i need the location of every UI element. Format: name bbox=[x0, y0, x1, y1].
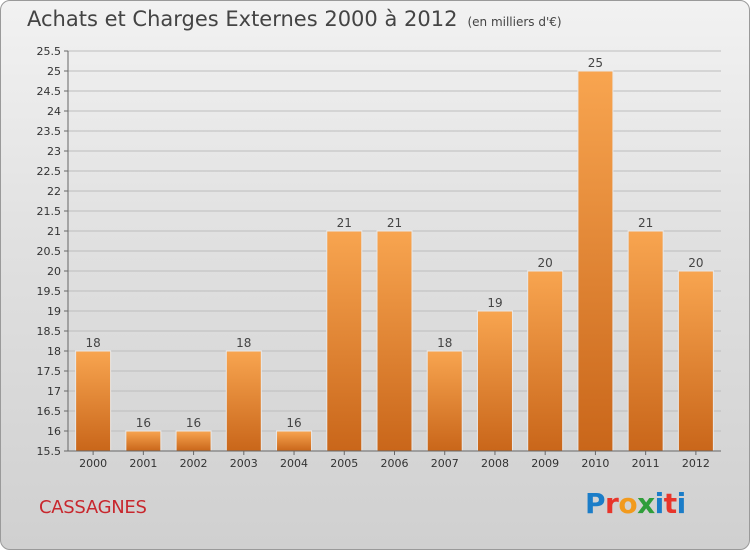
commune-name: CASSAGNES bbox=[39, 497, 147, 518]
labels: 15.5 16 16.5 17 17.5 18 18.5 19 19.5 20 20.5 21 21.5… bbox=[37, 45, 710, 470]
y-tick-label: 18.5 bbox=[37, 325, 62, 338]
x-tick-label: 2008 bbox=[481, 457, 509, 470]
bar bbox=[75, 350, 112, 452]
y-tick-label: 22 bbox=[47, 185, 61, 198]
bar-value-label: 21 bbox=[387, 216, 402, 230]
y-tick-label: 23 bbox=[47, 145, 61, 158]
x-tick-label: 2000 bbox=[79, 457, 107, 470]
logo-letter: t bbox=[663, 487, 677, 520]
bar bbox=[326, 230, 363, 452]
logo-letter: x bbox=[637, 487, 655, 520]
y-tick-label: 25 bbox=[47, 65, 61, 78]
y-tick-label: 16.5 bbox=[37, 405, 62, 418]
bar bbox=[677, 270, 714, 452]
x-tick-label: 2009 bbox=[531, 457, 559, 470]
y-tick-label: 19.5 bbox=[37, 285, 62, 298]
logo-letter: P bbox=[585, 487, 606, 520]
bar bbox=[476, 310, 513, 452]
x-tick-label: 2011 bbox=[632, 457, 660, 470]
y-tick-label: 15.5 bbox=[37, 445, 62, 458]
bar bbox=[376, 230, 413, 452]
bars bbox=[75, 70, 714, 452]
bar-value-label: 16 bbox=[136, 416, 151, 430]
logo-letter: i bbox=[676, 487, 687, 520]
x-tick-label: 2001 bbox=[129, 457, 157, 470]
chart-title-unit: (en milliers d'€) bbox=[467, 15, 562, 29]
bar-value-label: 18 bbox=[85, 336, 100, 350]
bar-value-label: 21 bbox=[337, 216, 352, 230]
x-tick-label: 2004 bbox=[280, 457, 308, 470]
chart-title: Achats et Charges Externes 2000 à 2012 (e… bbox=[27, 7, 562, 31]
axes bbox=[64, 50, 721, 455]
x-tick-label: 2012 bbox=[682, 457, 710, 470]
x-tick-label: 2010 bbox=[581, 457, 609, 470]
bar-value-label: 18 bbox=[437, 336, 452, 350]
bar-value-label: 16 bbox=[286, 416, 301, 430]
y-tick-label: 25.5 bbox=[37, 45, 62, 58]
x-tick-label: 2007 bbox=[431, 457, 459, 470]
y-tick-label: 19 bbox=[47, 305, 61, 318]
proxiti-logo: Proxiti bbox=[585, 487, 686, 520]
x-tick-label: 2006 bbox=[381, 457, 409, 470]
y-tick-label: 24 bbox=[47, 105, 61, 118]
bar bbox=[577, 70, 614, 452]
y-tick-label: 21.5 bbox=[37, 205, 62, 218]
logo-letter: o bbox=[618, 487, 638, 520]
bar-value-label: 18 bbox=[236, 336, 251, 350]
bar bbox=[125, 430, 162, 452]
chart-title-main: Achats et Charges Externes 2000 à 2012 bbox=[27, 7, 458, 31]
x-tick-label: 2003 bbox=[230, 457, 258, 470]
y-tick-label: 24.5 bbox=[37, 85, 62, 98]
bar bbox=[527, 270, 564, 452]
logo-letter: i bbox=[654, 487, 665, 520]
bar-value-label: 25 bbox=[588, 56, 603, 70]
y-tick-label: 16 bbox=[47, 425, 61, 438]
bar bbox=[276, 430, 313, 452]
bar-value-label: 20 bbox=[538, 256, 553, 270]
y-tick-label: 20 bbox=[47, 265, 61, 278]
bar bbox=[627, 230, 664, 452]
y-tick-label: 21 bbox=[47, 225, 61, 238]
y-tick-label: 17.5 bbox=[37, 365, 62, 378]
x-tick-label: 2002 bbox=[180, 457, 208, 470]
y-tick-label: 22.5 bbox=[37, 165, 62, 178]
y-tick-label: 18 bbox=[47, 345, 61, 358]
bar-value-label: 19 bbox=[487, 296, 502, 310]
y-tick-label: 20.5 bbox=[37, 245, 62, 258]
y-tick-label: 17 bbox=[47, 385, 61, 398]
bar bbox=[426, 350, 463, 452]
bar-value-label: 21 bbox=[638, 216, 653, 230]
bar bbox=[225, 350, 262, 452]
bar bbox=[175, 430, 212, 452]
y-tick-label: 23.5 bbox=[37, 125, 62, 138]
x-tick-label: 2005 bbox=[330, 457, 358, 470]
bar-value-label: 16 bbox=[186, 416, 201, 430]
bar-value-label: 20 bbox=[688, 256, 703, 270]
logo-letter: r bbox=[605, 487, 619, 520]
